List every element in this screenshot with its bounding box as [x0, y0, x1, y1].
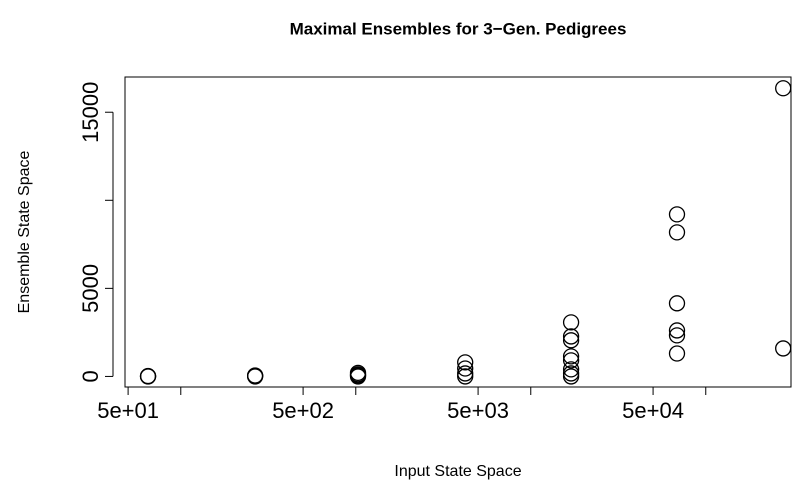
- point: [246, 367, 264, 384]
- point: [668, 345, 686, 362]
- point: [349, 364, 367, 382]
- plot-box: [124, 76, 792, 388]
- point: [457, 368, 474, 385]
- point: [457, 354, 474, 371]
- point: [668, 327, 686, 344]
- y-axis-label: Ensemble State Space: [16, 151, 33, 314]
- point: [139, 367, 157, 385]
- point: [562, 368, 580, 385]
- point: [562, 328, 580, 345]
- point: [668, 224, 686, 241]
- point: [668, 206, 686, 223]
- y-tick-label: 0: [78, 370, 103, 382]
- point: [562, 348, 580, 365]
- point: [775, 340, 792, 357]
- point: [457, 360, 474, 377]
- point: [562, 332, 580, 349]
- x-tick-label: 5e+02: [272, 398, 334, 423]
- point: [668, 295, 686, 312]
- y-tick-label: 15000: [78, 82, 103, 143]
- x-tick-label: 5e+01: [97, 398, 159, 423]
- x-axis-label: Input State Space: [394, 463, 521, 480]
- x-tick-label: 5e+03: [447, 398, 509, 423]
- point: [562, 352, 580, 369]
- x-tick-label: 5e+04: [622, 398, 684, 423]
- point: [562, 314, 580, 331]
- y-tick-label: 5000: [78, 264, 103, 313]
- point: [775, 80, 792, 97]
- point: [668, 322, 686, 339]
- point: [562, 361, 580, 378]
- chart-title: Maximal Ensembles for 3−Gen. Pedigrees: [290, 19, 627, 38]
